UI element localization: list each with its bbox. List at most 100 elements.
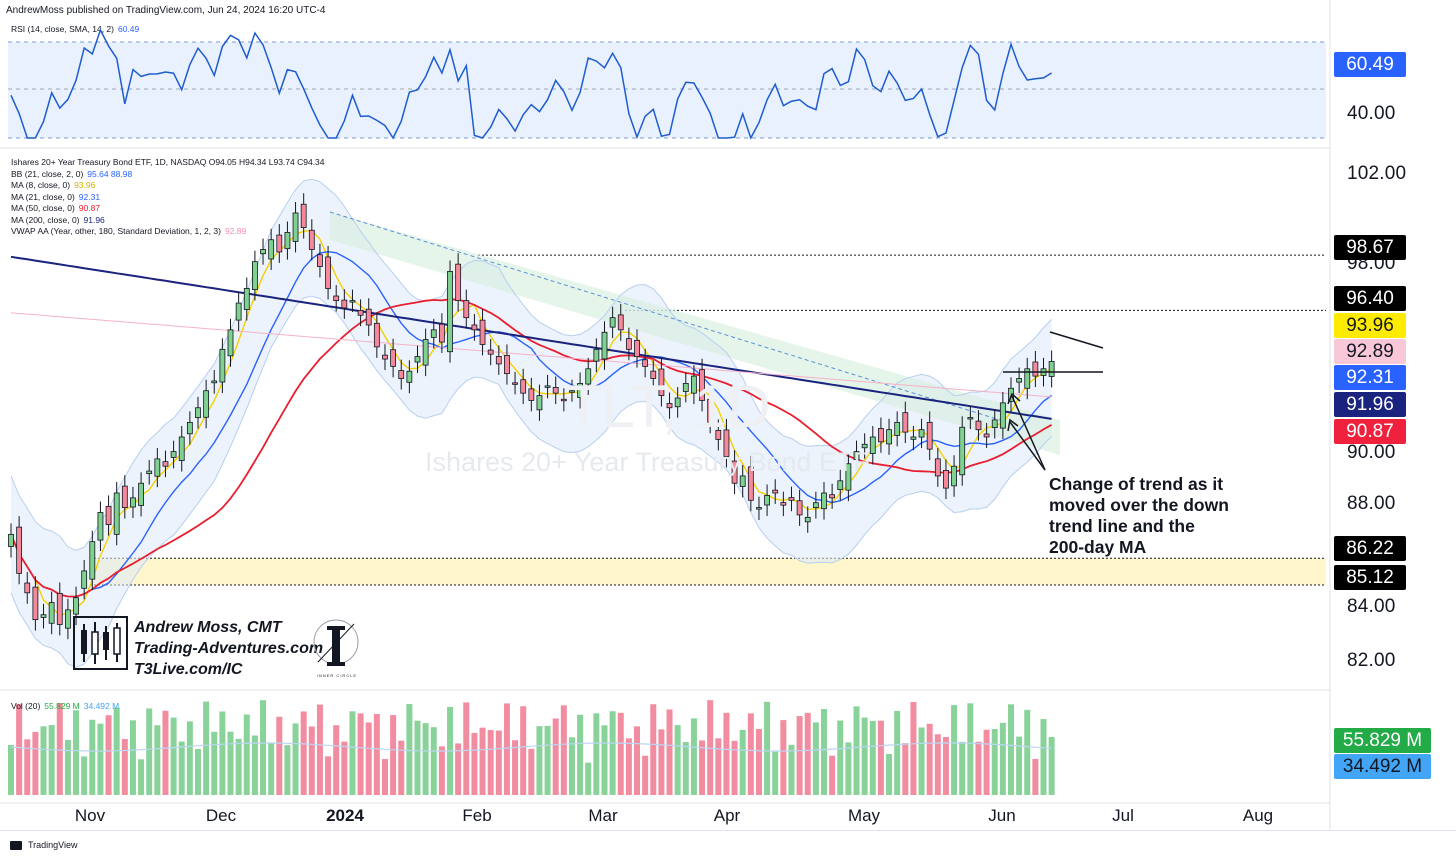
candle-down <box>276 234 283 253</box>
candle-down <box>32 586 39 621</box>
volume-bar-down <box>162 710 169 795</box>
volume-bar-down <box>316 704 323 795</box>
watermark-name: Ishares 20+ Year Treasury Bond ETF <box>425 447 870 477</box>
volume-bar-down <box>105 715 112 795</box>
candle-down <box>373 322 380 348</box>
legend-ma200-label: MA (200, close, 0) <box>11 214 80 225</box>
candle-down <box>699 369 705 401</box>
volume-bar-up <box>73 710 80 795</box>
candle-up <box>292 212 299 242</box>
price-tick: 90.00 <box>1347 442 1396 463</box>
legend-vwap-label: VWAP AA (Year, other, 180, Standard Devi… <box>11 226 221 236</box>
volume-bar-down <box>902 743 909 795</box>
legend-vwap-value: 92.89 <box>224 226 247 236</box>
candle-down <box>341 299 348 309</box>
volume-bar-down <box>552 718 559 795</box>
candle-up <box>73 597 79 615</box>
volume-bar-down <box>503 703 510 795</box>
candle-up <box>577 383 583 398</box>
candle-up <box>89 541 96 580</box>
candle-up <box>991 419 998 428</box>
candle-down <box>926 421 933 450</box>
candle-up <box>918 429 925 438</box>
candle-down <box>495 356 502 365</box>
candle-up <box>227 329 234 357</box>
candle-up <box>869 436 876 454</box>
candle-up <box>999 402 1006 429</box>
volume-bar-down <box>300 711 307 795</box>
ma21-tag: 92.31 <box>1334 365 1406 390</box>
tradingview-logo-icon <box>10 841 22 850</box>
candle-up <box>40 614 47 618</box>
vol-value-2: 34.492 M <box>83 701 120 711</box>
candle-down <box>796 500 803 516</box>
annotation-line: moved over the down <box>1049 495 1229 515</box>
volume-bar-up <box>690 718 697 795</box>
level-tag-96-40: 96.40 <box>1334 286 1406 311</box>
candle-up <box>585 368 592 385</box>
candle-up <box>804 516 811 523</box>
candle-up <box>170 451 177 458</box>
volume-bar-up <box>430 727 437 795</box>
candle-down <box>560 398 567 402</box>
volume-bar-up <box>211 731 218 795</box>
volume-bar-down <box>373 713 380 795</box>
vwap-line <box>10 312 1052 398</box>
level-tag-98-67: 98.67 <box>1334 235 1406 260</box>
volume-bar-down <box>276 716 283 795</box>
time-label: Apr <box>713 806 741 825</box>
candle-up <box>48 602 55 624</box>
annotation-arrow <box>1009 421 1046 471</box>
volume-bar-down <box>512 740 519 795</box>
volume-bar-down <box>341 741 348 795</box>
volume-bar-up <box>48 725 55 795</box>
volume-bar-down <box>333 725 340 795</box>
candle-down <box>504 354 510 375</box>
brand-line-2: Trading-Adventures.com <box>134 640 324 657</box>
candle-up <box>593 348 600 362</box>
candle-up <box>1016 378 1023 383</box>
volume-bar-up <box>951 705 958 795</box>
candle-down <box>121 485 128 508</box>
rsi-value: 60.49 <box>117 24 140 34</box>
volume-bar-up <box>260 700 267 795</box>
candle-down <box>788 497 795 501</box>
volume-bar-up <box>138 759 145 795</box>
volume-bar-up <box>194 749 201 795</box>
volume-bar-up <box>8 745 14 795</box>
volume-bar-up <box>1024 709 1031 795</box>
volume-ma-tag: 34.492 M <box>1334 754 1431 779</box>
volume-bar-down <box>926 723 933 795</box>
watermark-ticker: TLT, 1D <box>565 373 771 440</box>
candle-up <box>186 421 193 435</box>
brand-text: Andrew Moss, CMT Trading-Adventures.com … <box>134 617 323 680</box>
candle-down <box>723 429 730 457</box>
volume-bar-down <box>642 755 649 795</box>
volume-bar-up <box>739 729 746 795</box>
volume-bar-down <box>56 703 63 795</box>
volume-bar-down <box>438 746 445 795</box>
volume-bar-down <box>910 702 917 795</box>
volume-bar-up <box>1016 736 1023 795</box>
volume-bar-up <box>406 704 413 795</box>
publish-header: AndrewMoss published on TradingView.com,… <box>6 5 326 16</box>
volume-bar-up <box>772 751 779 795</box>
volume-bar-down <box>715 738 722 795</box>
candle-up <box>81 570 88 589</box>
symbol-line: Ishares 20+ Year Treasury Bond ETF, 1D, … <box>11 157 325 167</box>
volume-bar-up <box>918 727 925 795</box>
volume-ma-line <box>10 742 1052 752</box>
volume-bar-down <box>390 715 397 795</box>
ma21-line <box>10 250 1053 598</box>
candle-down <box>105 505 112 526</box>
candle-down <box>438 323 445 343</box>
candle-up <box>203 390 210 418</box>
rsi-label: RSI (14, close, SMA, 14, 2) <box>11 24 114 34</box>
volume-bar-down <box>455 743 462 795</box>
price-tick: 102.00 <box>1347 163 1407 184</box>
volume-bar-up <box>812 722 819 795</box>
candle-up <box>260 249 266 255</box>
volume-bar-down <box>942 736 949 795</box>
